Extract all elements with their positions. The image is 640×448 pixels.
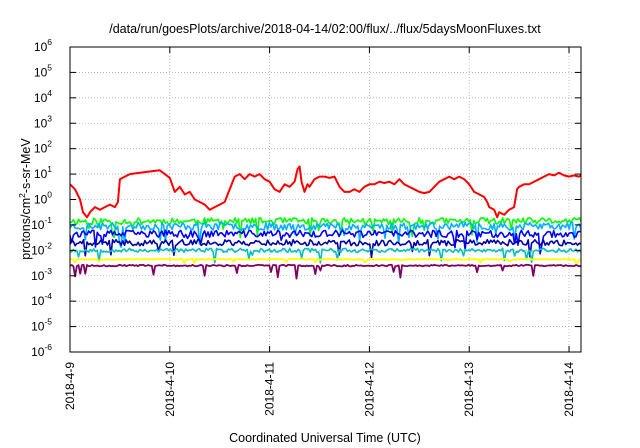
- x-tick-label: 2018-4-12: [362, 362, 376, 417]
- y-tick-label: 103: [34, 113, 52, 130]
- y-tick-label: 101: [34, 164, 52, 181]
- y-tick-label: 10-4: [31, 291, 52, 308]
- y-tick-label: 10-1: [31, 215, 52, 232]
- y-tick-label: 104: [34, 88, 52, 105]
- data-series: [69, 165, 582, 280]
- flux-series-7: [69, 257, 582, 265]
- y-tick-label: 105: [34, 62, 52, 79]
- flux-series-4: [69, 229, 582, 255]
- y-tick-label: 10-6: [31, 342, 52, 359]
- flux-series-1: [69, 165, 582, 219]
- grid-lines: [70, 47, 581, 352]
- x-tick-label: 2018-4-11: [263, 362, 277, 416]
- y-axis: 10-6 10-5 10-4 10-3 10-2 10-1 100 101 102 103 104 1…: [31, 37, 581, 359]
- y-tick-label: 106: [34, 37, 52, 54]
- x-axis-label: Coordinated Universal Time (UTC): [229, 431, 421, 445]
- flux-series-6: [69, 247, 582, 264]
- x-tick-label: 2018-4-10: [163, 362, 177, 417]
- flux-series-2: [69, 217, 582, 239]
- y-tick-label: 102: [34, 139, 52, 156]
- flux-series-8: [69, 263, 582, 280]
- y-tick-label: 10-3: [31, 266, 52, 283]
- y-axis-label: protons/cm2-s-sr-MeV: [17, 138, 33, 260]
- x-tick-label: 2018-4-14: [562, 362, 576, 417]
- x-tick-label: 2018-4-13: [462, 362, 476, 417]
- y-tick-label: 100: [34, 190, 52, 207]
- y-tick-label: 10-2: [31, 240, 52, 257]
- chart-title: /data/run/goesPlots/archive/2018-04-14/0…: [109, 22, 541, 36]
- flux-series-5: [69, 238, 582, 259]
- x-axis: 2018-4-9 2018-4-10 2018-4-11 2018-4-12 2018-…: [63, 47, 576, 417]
- x-tick-label: 2018-4-9: [63, 362, 77, 410]
- y-tick-label: 10-5: [31, 317, 52, 334]
